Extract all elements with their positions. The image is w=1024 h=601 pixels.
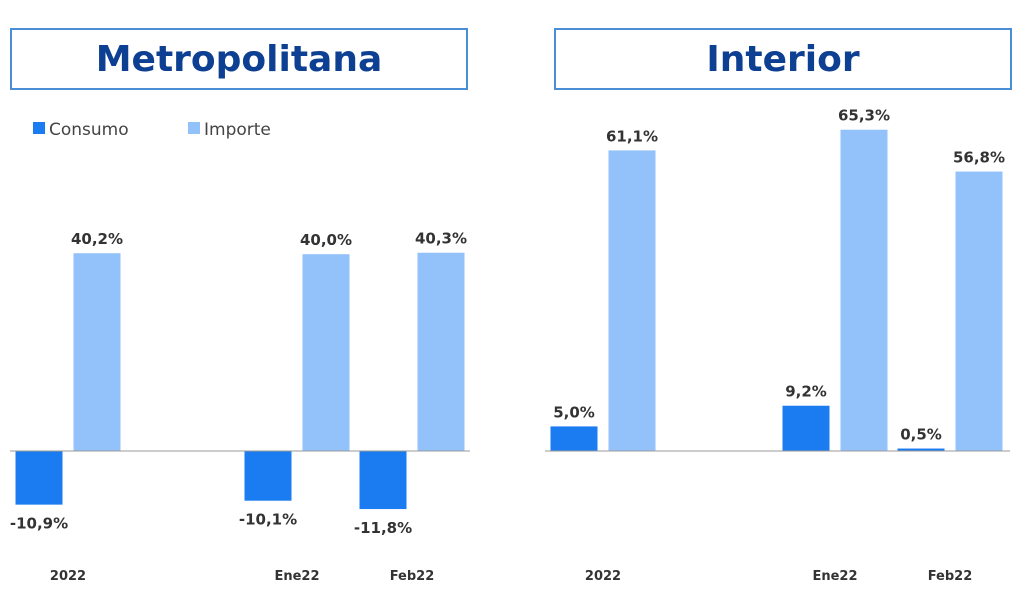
bar-consumo-feb22 xyxy=(359,451,407,510)
legend-swatch-consumo xyxy=(33,122,45,134)
bar-importe-feb22 xyxy=(417,252,465,451)
bar-importe-feb22 xyxy=(955,171,1003,451)
legend-label-importe: Importe xyxy=(204,120,271,140)
data-label: 40,0% xyxy=(300,231,352,249)
data-label: 0,5% xyxy=(900,426,942,444)
bar-importe-2022 xyxy=(608,150,656,451)
data-label: 65,3% xyxy=(838,107,890,125)
data-label: -11,8% xyxy=(354,519,412,537)
bar-consumo-2022 xyxy=(15,451,63,505)
category-label: 2022 xyxy=(50,569,86,584)
data-label: 40,2% xyxy=(71,230,123,248)
bar-consumo-ene22 xyxy=(244,451,292,501)
category-label: Feb22 xyxy=(928,569,973,584)
category-label: Ene22 xyxy=(812,569,857,584)
category-label: 2022 xyxy=(585,569,621,584)
legend-label-consumo: Consumo xyxy=(49,120,129,140)
data-label: 5,0% xyxy=(553,403,595,421)
bar-consumo-ene22 xyxy=(782,405,830,451)
data-label: 9,2% xyxy=(785,383,827,401)
bar-importe-2022 xyxy=(73,253,121,451)
data-label: 56,8% xyxy=(953,149,1005,167)
bar-importe-ene22 xyxy=(840,129,888,451)
data-label: 61,1% xyxy=(606,127,658,145)
data-label: -10,1% xyxy=(239,511,297,529)
data-label: 40,3% xyxy=(415,230,467,248)
bar-consumo-feb22 xyxy=(897,448,945,451)
data-label: -10,9% xyxy=(10,515,68,533)
bar-consumo-2022 xyxy=(550,426,598,451)
bar-importe-ene22 xyxy=(302,254,350,451)
title-interior: Interior xyxy=(554,28,1012,90)
legend-swatch-importe xyxy=(188,122,200,134)
category-label: Ene22 xyxy=(274,569,319,584)
category-label: Feb22 xyxy=(390,569,435,584)
title-metropolitana: Metropolitana xyxy=(10,28,468,90)
